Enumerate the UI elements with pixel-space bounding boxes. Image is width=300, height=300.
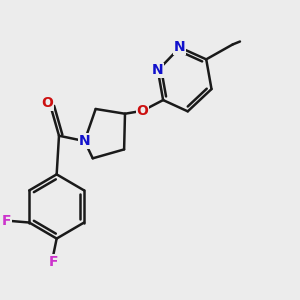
Text: O: O — [136, 104, 148, 118]
Text: N: N — [152, 63, 164, 77]
Text: O: O — [41, 96, 53, 110]
Text: F: F — [48, 255, 58, 269]
Text: F: F — [2, 214, 11, 228]
Text: N: N — [79, 134, 90, 148]
Text: N: N — [174, 40, 186, 55]
